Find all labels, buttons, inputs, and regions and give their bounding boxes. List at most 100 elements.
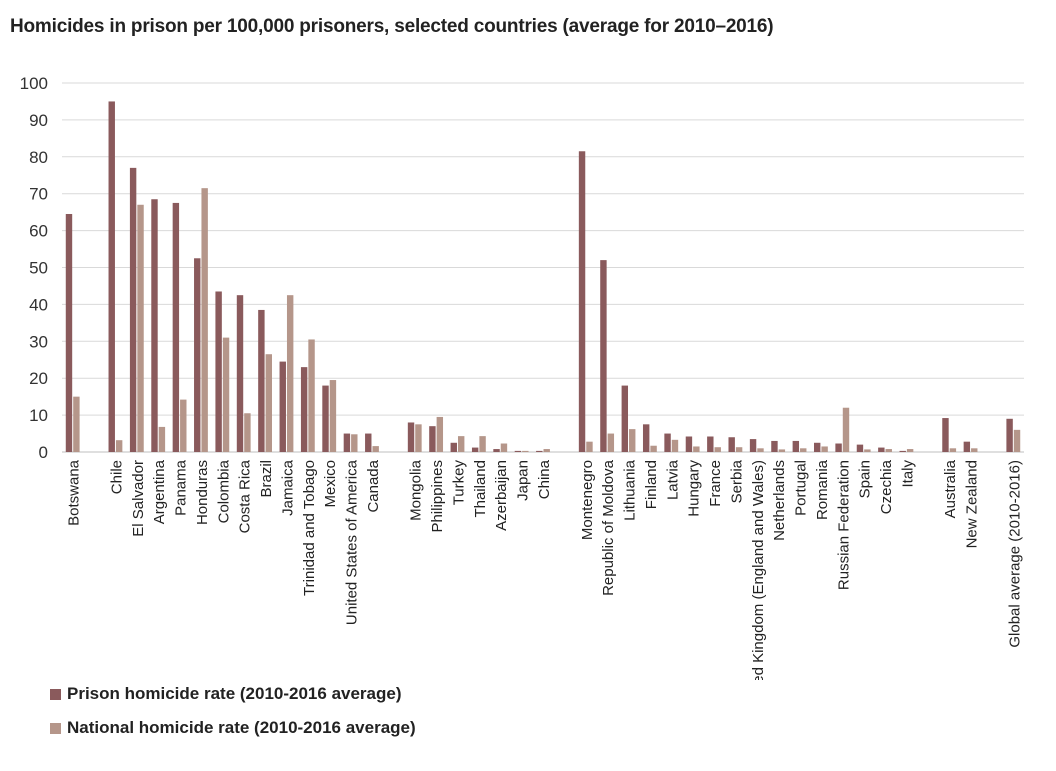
- bar-national: [821, 446, 828, 452]
- bar-prison: [215, 291, 222, 452]
- bar-national: [800, 448, 807, 452]
- x-tick-label: United States of America: [344, 459, 361, 625]
- x-tick-label: El Salvador: [130, 460, 147, 537]
- x-tick-label: Costa Rica: [237, 459, 254, 533]
- bar-prison: [279, 361, 286, 452]
- legend-swatch-national: [50, 722, 61, 734]
- bar-national: [522, 450, 529, 452]
- bar-national: [115, 440, 123, 452]
- y-tick-label: 20: [29, 369, 48, 388]
- x-tick-label: Colombia: [215, 459, 232, 523]
- x-tick-label: France: [707, 460, 724, 507]
- x-tick-label: Turkey: [450, 460, 467, 506]
- bar-prison: [621, 385, 629, 452]
- x-tick-label: Trinidad and Tobago: [301, 460, 318, 596]
- bar-national: [351, 434, 358, 452]
- x-tick-label: Canada: [365, 459, 382, 512]
- legend-item-national: National homicide rate (2010-2016 averag…: [50, 718, 416, 738]
- bar-national: [436, 416, 444, 452]
- bar-prison: [771, 440, 778, 452]
- bar-national: [180, 399, 187, 452]
- x-tick-label: Netherlands: [771, 460, 788, 541]
- bar-prison: [514, 450, 522, 452]
- bar-national: [885, 449, 892, 452]
- bar-prison: [471, 447, 479, 452]
- x-tick-label: Thailand: [472, 460, 489, 518]
- bar-prison: [600, 260, 607, 452]
- x-tick-label: Serbia: [728, 459, 745, 503]
- bar-national: [1013, 429, 1021, 452]
- x-tick-label: Brazil: [258, 460, 275, 498]
- bar-national: [500, 443, 508, 452]
- chart-plot: 0 10 20 30 40 50 60 70 80 90 100 Botswana Chile El Sa…: [20, 74, 1024, 680]
- bar-prison: [1006, 418, 1013, 452]
- bar-prison: [407, 422, 415, 452]
- bar-prison: [878, 447, 885, 452]
- bar-prison: [151, 199, 158, 452]
- x-tick-label: Latvia: [664, 459, 681, 500]
- bar-national: [543, 449, 550, 452]
- bar-national: [372, 446, 379, 452]
- bar-prison: [813, 442, 821, 452]
- x-tick-label: China: [536, 459, 553, 499]
- bar-national: [265, 354, 273, 452]
- bar-prison: [536, 450, 543, 452]
- y-tick-label: 90: [29, 111, 48, 130]
- y-tick-label: 100: [20, 74, 48, 93]
- x-tick-label: United Kingdom (England and Wales): [750, 460, 767, 680]
- bar-national: [329, 380, 337, 452]
- bar-prison: [108, 101, 115, 452]
- y-tick-label: 40: [29, 295, 48, 314]
- bar-prison: [429, 426, 436, 452]
- bar-prison: [65, 213, 73, 452]
- bar-prison: [343, 433, 351, 452]
- bar-national: [286, 295, 294, 452]
- x-tick-label: Romania: [814, 459, 831, 520]
- y-tick-label: 0: [39, 443, 48, 462]
- x-tick-label: Republic of Moldova: [600, 459, 617, 596]
- x-tick-label: Italy: [899, 460, 916, 488]
- bar-national: [971, 448, 978, 452]
- x-tick-label: Jamaica: [279, 459, 296, 516]
- x-tick-label: Chile: [108, 460, 125, 494]
- bar-national: [244, 413, 251, 452]
- bar-prison: [129, 167, 137, 452]
- bar-prison: [194, 258, 201, 452]
- y-tick-label: 80: [29, 148, 48, 167]
- bar-national: [586, 441, 593, 452]
- bar-national: [778, 449, 786, 452]
- x-tick-label: Montenegro: [579, 460, 596, 540]
- bar-national: [757, 448, 764, 452]
- bar-national: [735, 447, 743, 452]
- bar-national: [949, 448, 957, 452]
- bar-prison: [450, 442, 457, 452]
- bar-national: [308, 339, 315, 452]
- bar-prison: [258, 309, 265, 452]
- bar-prison: [664, 433, 671, 452]
- bar-national: [201, 188, 208, 453]
- bar-prison: [642, 424, 650, 452]
- y-tick-label: 10: [29, 406, 48, 425]
- x-tick-label: Hungary: [686, 460, 703, 517]
- x-tick-label: Honduras: [194, 460, 211, 525]
- x-tick-label: Portugal: [793, 460, 810, 516]
- bar-national: [222, 337, 230, 452]
- bar-prison: [236, 295, 244, 452]
- bar-national: [693, 446, 700, 452]
- y-tick-label: 60: [29, 222, 48, 241]
- x-tick-label: Mexico: [322, 460, 339, 508]
- bar-national: [457, 436, 465, 452]
- x-tick-label: Panama: [173, 459, 190, 516]
- bar-prison: [493, 449, 500, 452]
- x-tick-label: Spain: [857, 460, 874, 498]
- x-tick-label: Mongolia: [408, 459, 425, 521]
- bar-prison: [300, 367, 308, 452]
- y-tick-label: 70: [29, 185, 48, 204]
- bar-national: [73, 396, 80, 452]
- y-tick-label: 30: [29, 332, 48, 351]
- x-tick-label: Japan: [515, 460, 532, 501]
- bar-prison: [728, 437, 735, 452]
- bar-prison: [942, 418, 949, 452]
- bar-national: [906, 449, 914, 452]
- legend-item-prison: Prison homicide rate (2010-2016 average): [50, 684, 402, 704]
